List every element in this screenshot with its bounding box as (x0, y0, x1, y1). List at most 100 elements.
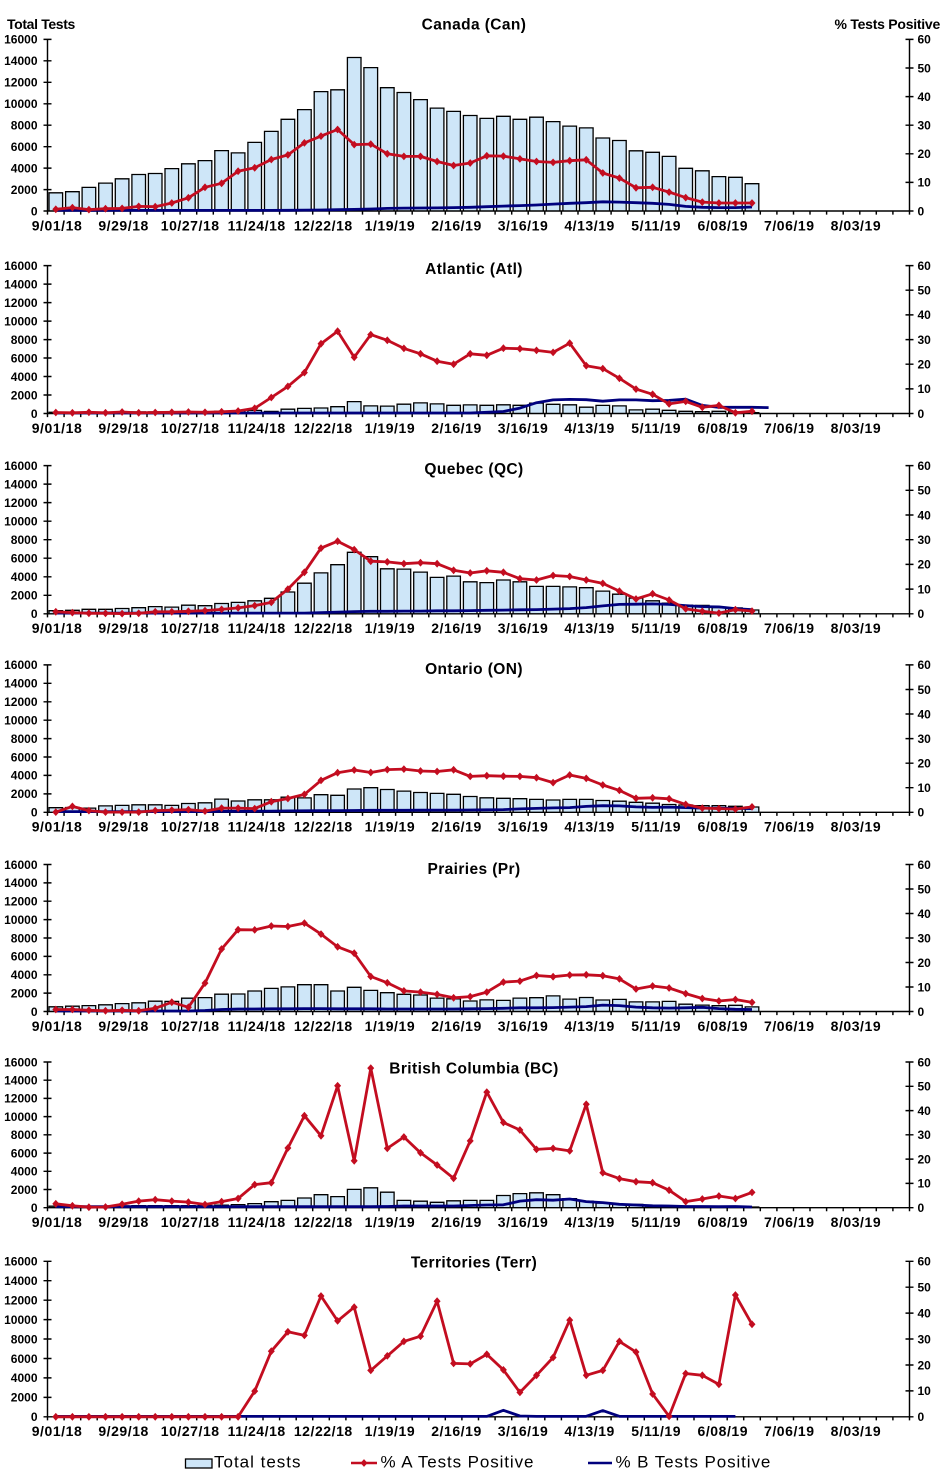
svg-text:4000: 4000 (11, 769, 38, 783)
svg-text:1/19/19: 1/19/19 (365, 1214, 416, 1230)
svg-text:12/22/18: 12/22/18 (294, 217, 353, 233)
svg-text:10/27/18: 10/27/18 (161, 620, 220, 636)
svg-text:6000: 6000 (11, 750, 38, 764)
svg-text:30: 30 (918, 119, 932, 133)
svg-text:6/08/19: 6/08/19 (698, 1423, 749, 1439)
svg-text:7/06/19: 7/06/19 (764, 819, 815, 835)
svg-text:2/16/19: 2/16/19 (431, 620, 482, 636)
svg-text:% B Tests Positive: % B Tests Positive (616, 1453, 772, 1472)
svg-text:10000: 10000 (4, 97, 38, 111)
svg-text:10: 10 (918, 176, 932, 190)
svg-text:10: 10 (918, 1177, 932, 1191)
svg-text:Total tests: Total tests (214, 1453, 302, 1472)
svg-text:40: 40 (918, 308, 932, 322)
svg-text:0: 0 (918, 204, 925, 218)
svg-text:3/16/19: 3/16/19 (498, 1214, 549, 1230)
svg-text:% A Tests Positive: % A Tests Positive (381, 1453, 535, 1472)
svg-text:5/11/19: 5/11/19 (631, 1214, 681, 1230)
svg-text:3/16/19: 3/16/19 (498, 420, 549, 436)
svg-text:1/19/19: 1/19/19 (365, 1423, 416, 1439)
svg-text:6000: 6000 (11, 351, 38, 365)
svg-text:1/19/19: 1/19/19 (365, 420, 416, 436)
svg-text:12000: 12000 (4, 496, 38, 510)
svg-text:Prairies (Pr): Prairies (Pr) (427, 861, 520, 878)
svg-text:30: 30 (918, 732, 932, 746)
svg-text:3/16/19: 3/16/19 (498, 217, 549, 233)
svg-text:6000: 6000 (11, 552, 38, 566)
svg-text:6/08/19: 6/08/19 (698, 819, 749, 835)
svg-text:9/29/18: 9/29/18 (98, 1214, 149, 1230)
svg-text:4000: 4000 (11, 1165, 38, 1179)
svg-text:9/29/18: 9/29/18 (98, 1423, 149, 1439)
svg-text:14000: 14000 (4, 1074, 38, 1088)
svg-text:4000: 4000 (11, 570, 38, 584)
svg-text:40: 40 (918, 707, 932, 721)
svg-text:12000: 12000 (4, 1294, 38, 1308)
svg-text:0: 0 (31, 1005, 38, 1019)
svg-text:12/22/18: 12/22/18 (294, 1423, 353, 1439)
svg-text:50: 50 (918, 61, 932, 75)
svg-text:4000: 4000 (11, 370, 38, 384)
svg-text:6/08/19: 6/08/19 (698, 1018, 749, 1034)
svg-text:0: 0 (31, 1201, 38, 1215)
svg-text:8/03/19: 8/03/19 (831, 217, 882, 233)
svg-text:0: 0 (31, 407, 38, 421)
svg-text:3/16/19: 3/16/19 (498, 620, 549, 636)
svg-text:11/24/18: 11/24/18 (228, 1423, 286, 1439)
svg-text:9/29/18: 9/29/18 (98, 819, 149, 835)
svg-text:2/16/19: 2/16/19 (431, 217, 482, 233)
svg-text:40: 40 (918, 508, 932, 522)
svg-text:8000: 8000 (11, 931, 38, 945)
svg-text:10: 10 (918, 781, 932, 795)
svg-text:2/16/19: 2/16/19 (431, 1214, 482, 1230)
svg-text:6/08/19: 6/08/19 (698, 217, 749, 233)
svg-text:8000: 8000 (11, 1128, 38, 1142)
svg-text:60: 60 (918, 1255, 932, 1269)
svg-text:8/03/19: 8/03/19 (831, 1018, 882, 1034)
svg-text:50: 50 (918, 284, 932, 298)
svg-text:0: 0 (31, 204, 38, 218)
svg-text:7/06/19: 7/06/19 (764, 1423, 815, 1439)
svg-text:7/06/19: 7/06/19 (764, 1214, 815, 1230)
svg-text:7/06/19: 7/06/19 (764, 1018, 815, 1034)
svg-text:40: 40 (918, 907, 932, 921)
svg-text:14000: 14000 (4, 1274, 38, 1288)
svg-text:10: 10 (918, 382, 932, 396)
svg-text:16000: 16000 (4, 33, 38, 47)
svg-text:8/03/19: 8/03/19 (831, 1214, 882, 1230)
svg-text:9/29/18: 9/29/18 (98, 620, 149, 636)
svg-text:0: 0 (918, 607, 925, 621)
svg-text:20: 20 (918, 147, 932, 161)
svg-text:6/08/19: 6/08/19 (698, 620, 749, 636)
svg-text:10/27/18: 10/27/18 (161, 1214, 220, 1230)
svg-text:11/24/18: 11/24/18 (228, 420, 286, 436)
svg-text:6000: 6000 (11, 1352, 38, 1366)
svg-text:6000: 6000 (11, 1146, 38, 1160)
svg-text:8000: 8000 (11, 333, 38, 347)
svg-text:9/01/18: 9/01/18 (32, 1018, 83, 1034)
svg-text:16000: 16000 (4, 658, 38, 672)
svg-text:9/29/18: 9/29/18 (98, 420, 149, 436)
svg-text:10000: 10000 (4, 714, 38, 728)
svg-text:9/01/18: 9/01/18 (32, 819, 83, 835)
svg-text:60: 60 (918, 658, 932, 672)
svg-text:30: 30 (918, 333, 932, 347)
svg-text:6/08/19: 6/08/19 (698, 420, 749, 436)
svg-text:60: 60 (918, 459, 932, 473)
svg-text:10/27/18: 10/27/18 (161, 420, 220, 436)
svg-text:14000: 14000 (4, 677, 38, 691)
svg-text:10: 10 (918, 980, 932, 994)
svg-text:Territories (Terr): Territories (Terr) (411, 1255, 537, 1272)
svg-text:Total Tests: Total Tests (7, 16, 76, 32)
svg-text:12/22/18: 12/22/18 (294, 1018, 353, 1034)
svg-text:5/11/19: 5/11/19 (631, 420, 681, 436)
svg-text:2000: 2000 (11, 388, 38, 402)
svg-text:8000: 8000 (11, 732, 38, 746)
svg-text:8/03/19: 8/03/19 (831, 420, 882, 436)
svg-text:Ontario (ON): Ontario (ON) (425, 661, 523, 678)
svg-text:40: 40 (918, 1306, 932, 1320)
svg-text:10/27/18: 10/27/18 (161, 217, 220, 233)
svg-text:10/27/18: 10/27/18 (161, 819, 220, 835)
svg-text:8/03/19: 8/03/19 (831, 1423, 882, 1439)
svg-text:% Tests Positive: % Tests Positive (835, 16, 941, 32)
